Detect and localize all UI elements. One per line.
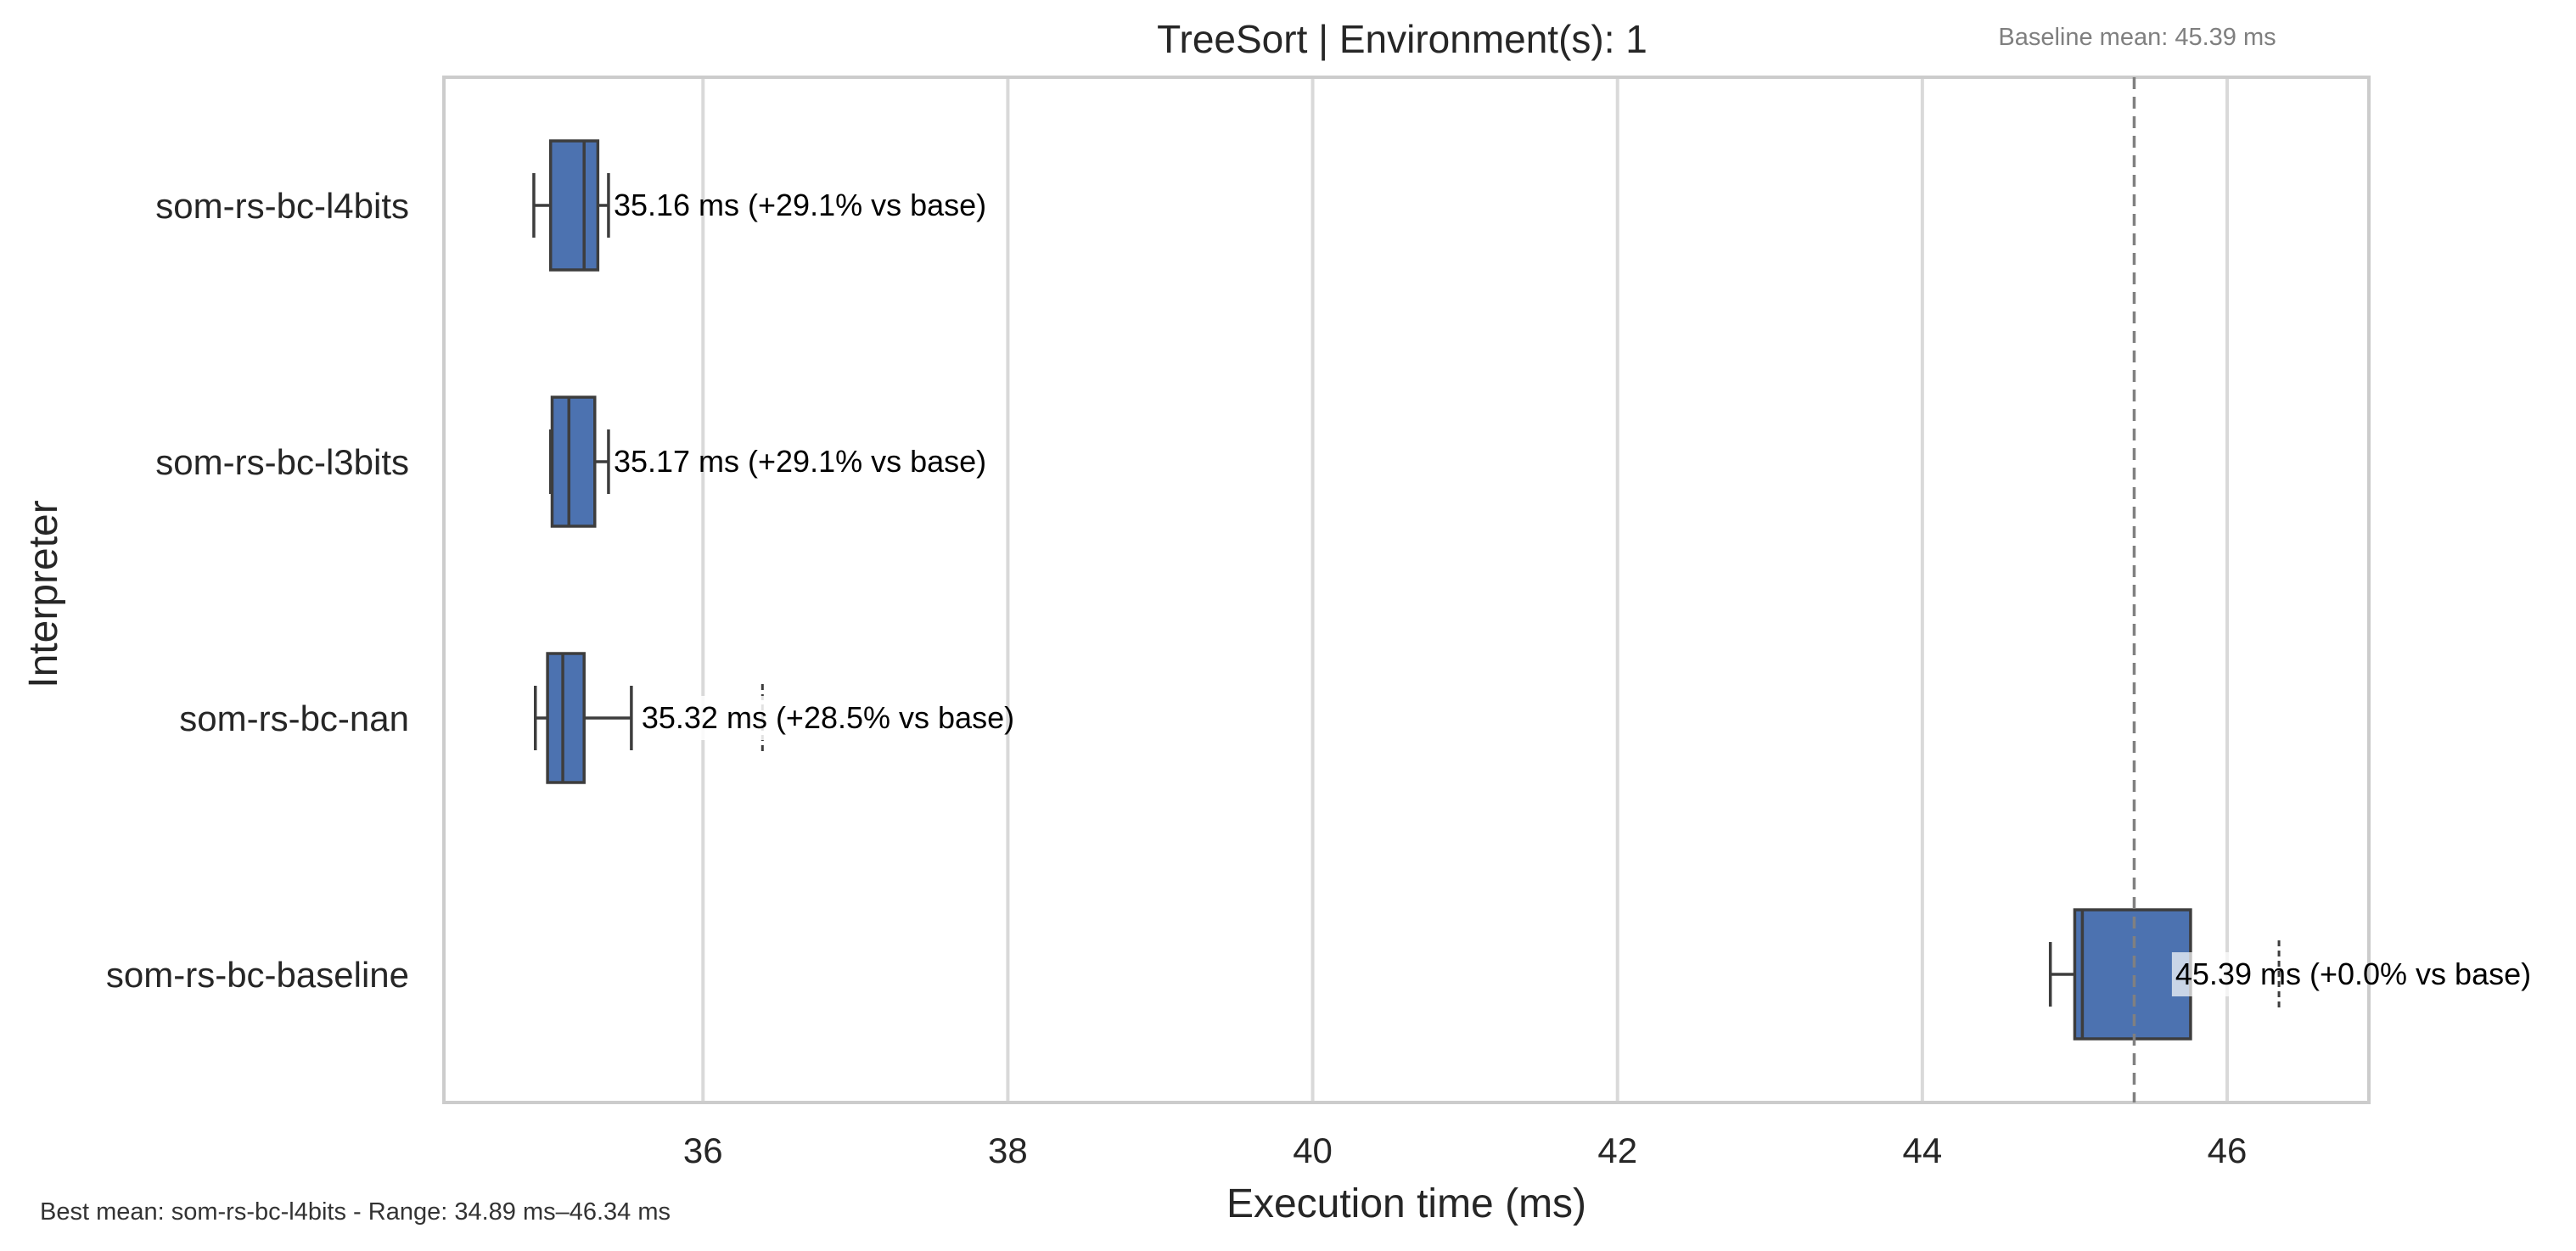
x-tick-label: 36 [683,1130,723,1170]
y-category-label: som-rs-bc-nan [179,698,409,738]
iqr-box [546,652,586,784]
boxes [532,139,2281,1041]
baseline-label: Baseline mean: 45.39 ms [1998,24,2276,51]
x-tick-label: 38 [988,1130,1028,1170]
data-label: 35.16 ms (+29.1% vs base) [614,188,986,222]
data-label: 45.39 ms (+0.0% vs base) [2175,956,2531,991]
plot-frame [442,76,2371,1104]
x-ticks: 36 38 40 42 44 46 [683,1130,2247,1170]
x-tick-label: 44 [1902,1130,1942,1170]
x-axis-label: Execution time (ms) [1226,1181,1586,1226]
y-category-label: som-rs-bc-l3bits [155,442,409,482]
iqr-box [550,395,597,528]
data-label-backdrop [2171,952,2253,996]
x-tick-label: 42 [1597,1130,1637,1170]
data-labels: 35.16 ms (+29.1% vs base) 35.17 ms (+29.1… [614,188,2531,996]
x-tick-label: 40 [1293,1130,1333,1170]
y-axis-label: Interpreter [21,500,66,687]
chart-title: TreeSort | Environment(s): 1 [1157,17,1647,61]
iqr-box [548,139,600,272]
data-label: 35.17 ms (+29.1% vs base) [614,444,986,479]
y-category-labels: som-rs-bc-l4bits som-rs-bc-l3bits som-rs-b… [106,186,409,995]
grid [701,77,2229,1102]
x-tick-label: 46 [2208,1130,2248,1170]
data-label-backdrop [637,696,774,740]
footer-note: Best mean: som-rs-bc-l4bits - Range: 34.… [40,1198,671,1226]
data-label: 35.32 ms (+28.5% vs base) [642,700,1014,735]
y-category-label: som-rs-bc-baseline [106,955,409,995]
y-category-label: som-rs-bc-l4bits [155,186,409,226]
